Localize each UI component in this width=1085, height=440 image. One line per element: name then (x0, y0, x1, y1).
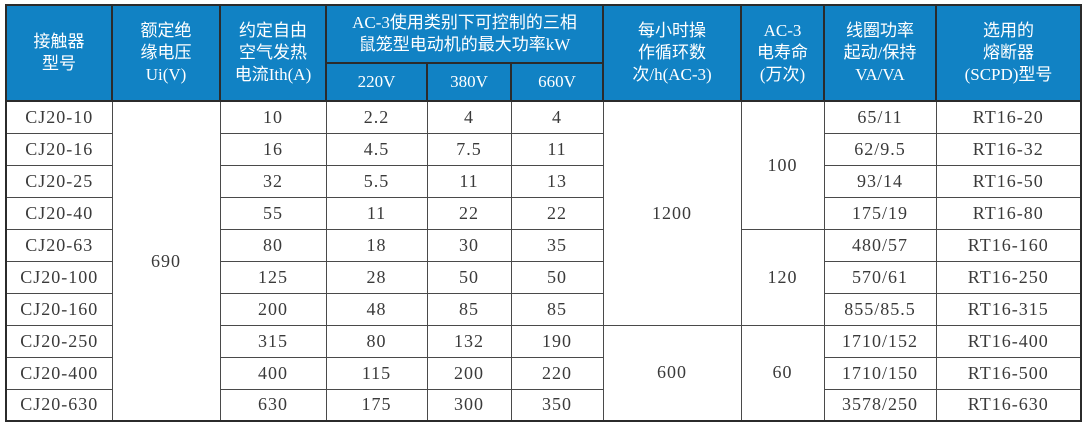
cell-power-660: 190 (510, 324, 604, 358)
cell-coil-power: 65/11 (823, 100, 937, 134)
cell-coil-power: 93/14 (823, 164, 937, 198)
cell-coil-power: 480/57 (823, 228, 937, 262)
table-row: CJ20-16 16 4.5 7.5 11 62/9.5 RT16-32 (5, 132, 1082, 166)
cell-coil-power: 3578/250 (823, 388, 937, 422)
cell-model: CJ20-630 (5, 388, 113, 422)
cell-ith: 200 (219, 292, 327, 326)
cell-model: CJ20-63 (5, 228, 113, 262)
cell-power-220: 175 (325, 388, 428, 422)
header-insulation-voltage: 额定绝 缘电压 Ui(V) (111, 4, 221, 102)
cell-cycles-group-1: 1200 (602, 100, 742, 326)
header-contactor-model: 接触器 型号 (5, 4, 113, 102)
cell-power-220: 28 (325, 260, 428, 294)
cell-power-380: 11 (426, 164, 512, 198)
cell-coil-power: 570/61 (823, 260, 937, 294)
cell-ith: 10 (219, 100, 327, 134)
cell-ith: 55 (219, 196, 327, 230)
header-electrical-life: AC-3 电寿命 (万次) (740, 4, 826, 102)
cell-model: CJ20-40 (5, 196, 113, 230)
cell-power-660: 22 (510, 196, 604, 230)
header-cycles-per-hour: 每小时操 作循环数 次/h(AC-3) (602, 4, 743, 102)
cell-power-660: 350 (510, 388, 604, 422)
cell-coil-power: 62/9.5 (823, 132, 937, 166)
cell-power-660: 11 (510, 132, 604, 166)
cell-power-380: 200 (426, 356, 512, 390)
cell-power-380: 132 (426, 324, 512, 358)
cell-coil-power: 175/19 (823, 196, 937, 230)
cell-fuse: RT16-32 (935, 132, 1082, 166)
cell-fuse: RT16-400 (935, 324, 1082, 358)
cell-power-220: 5.5 (325, 164, 428, 198)
header-660v: 660V (509, 62, 605, 102)
cell-life-group-1: 100 (740, 100, 825, 230)
cell-ith: 16 (219, 132, 327, 166)
cell-ith: 80 (219, 228, 327, 262)
cell-ith: 125 (219, 260, 327, 294)
cell-model: CJ20-16 (5, 132, 113, 166)
cell-power-220: 2.2 (325, 100, 428, 134)
cell-fuse: RT16-315 (935, 292, 1082, 326)
cell-coil-power: 1710/150 (823, 356, 937, 390)
cell-coil-power: 855/85.5 (823, 292, 937, 326)
cell-power-380: 4 (426, 100, 512, 134)
table-row: CJ20-25 32 5.5 11 13 93/14 RT16-50 (5, 164, 1082, 198)
cell-model: CJ20-100 (5, 260, 113, 294)
contactor-spec-table: 接触器 型号 额定绝 缘电压 Ui(V) 约定自由 空气发热 电流Ith(A) … (5, 4, 1083, 422)
cell-power-380: 85 (426, 292, 512, 326)
cell-power-220: 48 (325, 292, 428, 326)
cell-model: CJ20-25 (5, 164, 113, 198)
cell-power-380: 300 (426, 388, 512, 422)
cell-ith: 400 (219, 356, 327, 390)
cell-coil-power: 1710/152 (823, 324, 937, 358)
cell-fuse: RT16-630 (935, 388, 1082, 422)
cell-life-group-2: 120 (740, 228, 825, 326)
cell-model: CJ20-10 (5, 100, 113, 134)
cell-life-group-3: 60 (740, 324, 825, 422)
cell-model: CJ20-160 (5, 292, 113, 326)
cell-power-380: 50 (426, 260, 512, 294)
cell-power-220: 11 (325, 196, 428, 230)
cell-power-660: 4 (510, 100, 604, 134)
cell-fuse: RT16-250 (935, 260, 1082, 294)
header-220v: 220V (325, 62, 428, 102)
cell-power-220: 80 (325, 324, 428, 358)
cell-power-660: 85 (510, 292, 604, 326)
header-ac3-max-power: AC-3使用类别下可控制的三相 鼠笼型电动机的最大功率kW (324, 4, 605, 64)
header-380v: 380V (426, 62, 512, 102)
cell-ith: 32 (219, 164, 327, 198)
cell-insulation-voltage: 690 (111, 100, 221, 422)
table-row: CJ20-630 630 175 300 350 3578/250 RT16-6… (5, 388, 1082, 422)
cell-power-380: 30 (426, 228, 512, 262)
table-row: CJ20-63 80 18 30 35 120 480/57 RT16-160 (5, 228, 1082, 326)
cell-fuse: RT16-20 (935, 100, 1082, 134)
cell-model: CJ20-400 (5, 356, 113, 390)
cell-ith: 315 (219, 324, 327, 358)
cell-fuse: RT16-500 (935, 356, 1082, 390)
cell-fuse: RT16-160 (935, 228, 1082, 262)
cell-fuse: RT16-50 (935, 164, 1082, 198)
table-row: CJ20-100 125 28 50 50 570/61 RT16-250 (5, 260, 1082, 294)
table-row: CJ20-10 690 10 2.2 4 4 1200 100 65/11 RT… (5, 100, 1082, 422)
cell-power-380: 22 (426, 196, 512, 230)
header-fuse-type: 选用的 熔断器 (SCPD)型号 (935, 4, 1083, 102)
cell-power-660: 220 (510, 356, 604, 390)
cell-power-220: 115 (325, 356, 428, 390)
cell-power-660: 50 (510, 260, 604, 294)
table-row: CJ20-40 55 11 22 22 175/19 RT16-80 (5, 196, 1082, 230)
cell-cycles-group-2: 600 (602, 324, 742, 422)
cell-fuse: RT16-80 (935, 196, 1082, 230)
header-coil-power: 线圈功率 起动/保持 VA/VA (823, 4, 938, 102)
table-row: CJ20-400 400 115 200 220 1710/150 RT16-5… (5, 356, 1082, 390)
cell-power-380: 7.5 (426, 132, 512, 166)
cell-ith: 630 (219, 388, 327, 422)
cell-power-220: 4.5 (325, 132, 428, 166)
page: 接触器 型号 额定绝 缘电压 Ui(V) 约定自由 空气发热 电流Ith(A) … (5, 4, 1083, 422)
cell-model: CJ20-250 (5, 324, 113, 358)
table-row: CJ20-160 200 48 85 85 855/85.5 RT16-315 (5, 292, 1082, 326)
header-thermal-current: 约定自由 空气发热 电流Ith(A) (219, 4, 327, 102)
cell-power-660: 35 (510, 228, 604, 262)
cell-power-220: 18 (325, 228, 428, 262)
table-row: CJ20-250 315 80 132 190 600 60 1710/152 … (5, 324, 1082, 422)
cell-power-660: 13 (510, 164, 604, 198)
